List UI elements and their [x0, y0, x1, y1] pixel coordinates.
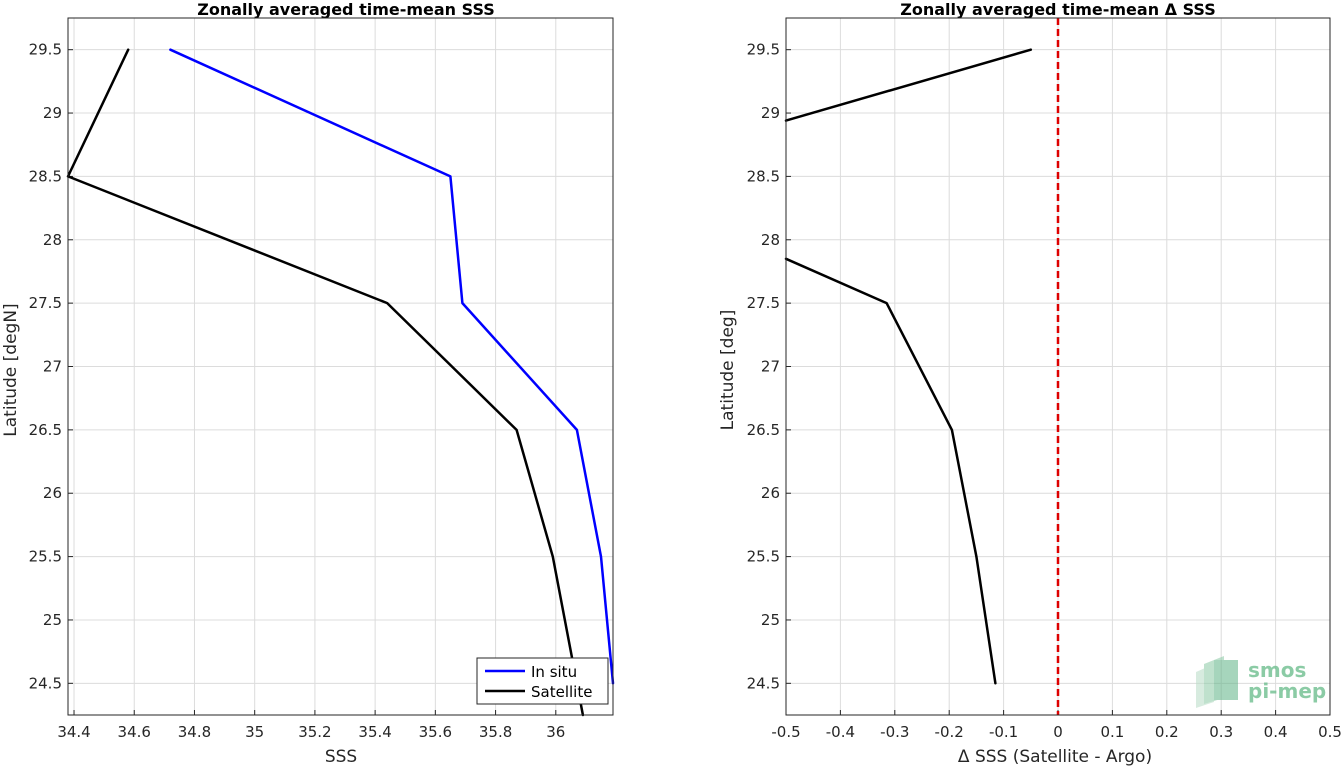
x-tick-label: -0.2: [935, 723, 964, 741]
x-axis-label: Δ SSS (Satellite - Argo): [958, 747, 1152, 766]
logo-text-bottom: pi-mep: [1248, 679, 1326, 703]
y-tick-label: 28: [761, 231, 780, 249]
series-group: [66, 48, 615, 717]
x-tick-label: 35.8: [479, 723, 512, 741]
y-tick-label: 26.5: [747, 421, 780, 439]
series-line-in-situ: [169, 48, 615, 685]
y-tick-label: 24.5: [29, 674, 62, 692]
y-tick-label: 28.5: [747, 167, 780, 185]
axes-box: [785, 17, 1331, 716]
x-tick-label: 34.4: [57, 723, 90, 741]
y-tick-label: 29: [43, 104, 62, 122]
x-tick-label: 0.3: [1209, 723, 1233, 741]
x-tick-label: -0.4: [826, 723, 855, 741]
y-tick-label: 29.5: [29, 41, 62, 59]
y-axis-label: Latitude [deg]: [718, 310, 738, 431]
y-tick-label: 25: [43, 611, 62, 629]
logo-text-top: smos: [1248, 658, 1306, 682]
y-tick-label: 28.5: [29, 167, 62, 185]
grid: [68, 18, 613, 715]
series-line-satellite: [66, 48, 585, 717]
legend: In situ Satellite: [476, 657, 609, 705]
x-axis-label: SSS: [325, 747, 357, 766]
chart-title: Zonally averaged time-mean SSS: [197, 0, 495, 19]
y-tick-label: 27: [43, 358, 62, 376]
y-tick-label: 25.5: [29, 548, 62, 566]
chart-title: Zonally averaged time-mean Δ SSS: [900, 0, 1216, 19]
x-tick-labels: 34.4 34.6 34.8 35 35.2 35.4 35.6 35.8 36: [57, 723, 565, 741]
y-tick-label: 29.5: [747, 41, 780, 59]
series-group: [784, 18, 1060, 715]
y-tick-label: 28: [43, 231, 62, 249]
x-tick-label: 34.8: [178, 723, 211, 741]
x-tick-label: 0.4: [1264, 723, 1288, 741]
legend-label-in-situ: In situ: [531, 663, 577, 681]
y-tick-label: 27.5: [29, 294, 62, 312]
x-tick-label: 34.6: [118, 723, 151, 741]
x-tick-label: 36: [546, 723, 565, 741]
y-tick-label: 25: [761, 611, 780, 629]
x-tick-label: 0.2: [1155, 723, 1179, 741]
x-tick-label: 0.1: [1100, 723, 1124, 741]
legend-label-satellite: Satellite: [531, 683, 592, 701]
x-tick-labels: -0.5 -0.4 -0.3 -0.2 -0.1 0 0.1 0.2 0.3 0.4 0.5: [771, 723, 1342, 741]
x-tick-label: -0.3: [880, 723, 909, 741]
chart-sss: Zonally averaged time-mean SSS 34.4 34.6 3…: [1, 0, 615, 766]
x-tick-label: 0.5: [1318, 723, 1342, 741]
y-tick-label: 26: [43, 484, 62, 502]
series-line-delta: [784, 257, 997, 685]
x-tick-label: -0.5: [771, 723, 800, 741]
y-axis-label: Latitude [degN]: [1, 303, 21, 436]
y-tick-labels: 24.5 25 25.5 26 26.5 27 27.5 28 28.5 29 29.5: [747, 41, 780, 693]
smos-pi-mep-logo: smos pi-mep: [1196, 656, 1326, 708]
y-tick-labels: 24.5 25 25.5 26 26.5 27 27.5 28 28.5 29 29.5: [29, 41, 62, 693]
y-tick-label: 27.5: [747, 294, 780, 312]
x-tick-label: 35.2: [298, 723, 331, 741]
x-tick-label: 35.4: [358, 723, 391, 741]
y-tick-label: 26.5: [29, 421, 62, 439]
chart-delta-sss: Zonally averaged time-mean Δ SSS -0.5 -0.…: [718, 0, 1342, 766]
x-tick-label: 0: [1053, 723, 1063, 741]
x-tick-label: -0.1: [989, 723, 1018, 741]
y-tick-label: 27: [761, 358, 780, 376]
y-tick-label: 24.5: [747, 674, 780, 692]
y-tick-label: 26: [761, 484, 780, 502]
y-tick-label: 29: [761, 104, 780, 122]
y-tick-label: 25.5: [747, 548, 780, 566]
x-tick-label: 35: [245, 723, 264, 741]
axes-box: [67, 17, 614, 716]
logo-mark-icon: [1196, 656, 1238, 708]
x-tick-label: 35.6: [419, 723, 452, 741]
series-line-delta: [784, 48, 1033, 122]
legend-box: [476, 657, 609, 705]
